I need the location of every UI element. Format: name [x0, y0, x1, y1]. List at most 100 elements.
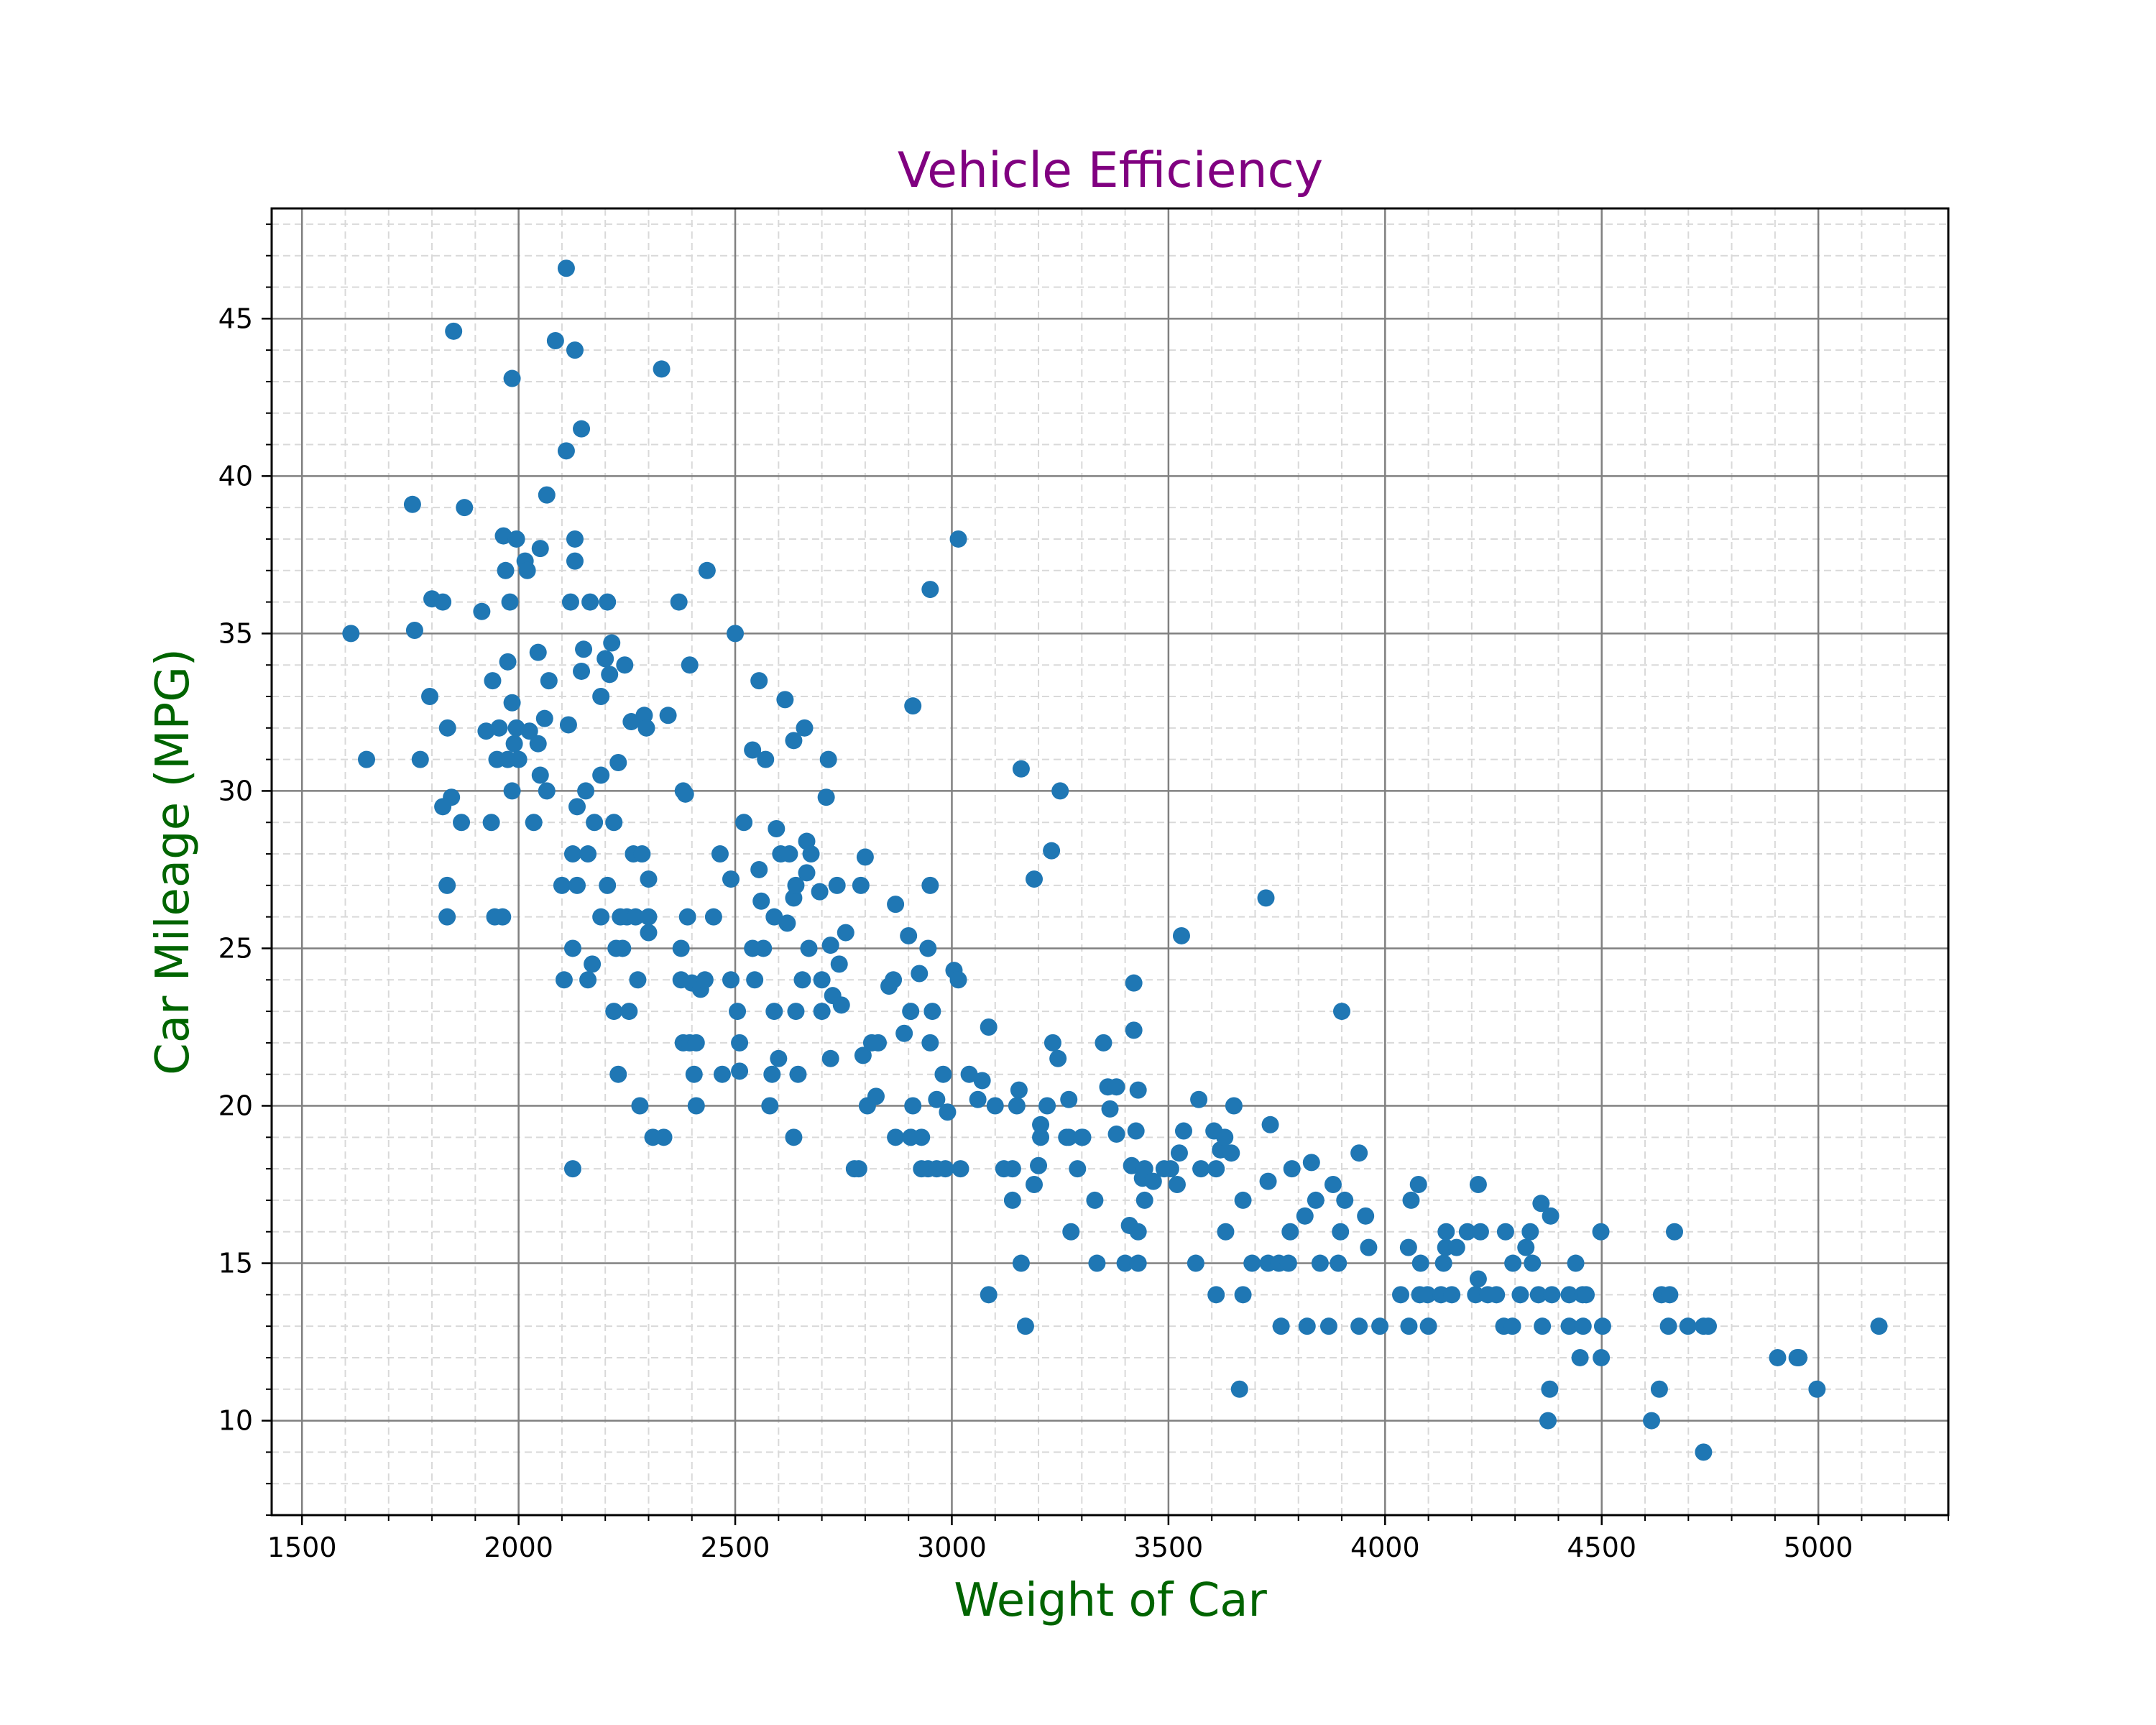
data-point [1012, 760, 1030, 778]
data-point [1032, 1128, 1050, 1146]
data-point [1010, 1081, 1028, 1099]
data-point [1107, 1125, 1125, 1143]
data-point [563, 845, 581, 863]
data-point [507, 530, 525, 548]
data-point [1302, 1154, 1320, 1172]
data-point [854, 1046, 872, 1064]
data-point [535, 709, 553, 727]
data-point [936, 1160, 954, 1178]
data-point [711, 845, 729, 863]
data-point [1095, 1034, 1112, 1052]
data-point [1330, 1254, 1348, 1272]
data-point [986, 1097, 1004, 1115]
x-tick-label: 4500 [1567, 1532, 1636, 1563]
data-point [1129, 1254, 1147, 1272]
data-point [798, 864, 816, 882]
data-point [1127, 1122, 1145, 1140]
data-point [887, 1128, 905, 1146]
data-point [1051, 782, 1069, 800]
data-point [1350, 1144, 1368, 1162]
data-point [1324, 1176, 1342, 1194]
data-point [1467, 1286, 1485, 1304]
data-point [1392, 1286, 1410, 1304]
y-axis-ticks: 10 15 20 25 30 35 40 45 [218, 223, 272, 1516]
data-point [913, 1128, 931, 1146]
data-point [1074, 1128, 1092, 1146]
data-point [731, 1062, 749, 1080]
data-point [887, 896, 905, 914]
chart-title: Vehicle Efficiency [898, 142, 1323, 199]
x-tick-label: 4000 [1350, 1532, 1420, 1563]
data-point [1560, 1286, 1578, 1304]
data-point [1524, 1254, 1542, 1272]
data-point [1107, 1078, 1125, 1096]
data-point [1400, 1317, 1418, 1335]
data-point [796, 719, 814, 737]
data-point [704, 908, 722, 926]
data-point [727, 625, 745, 643]
data-point [1659, 1317, 1677, 1335]
data-point [928, 1090, 946, 1108]
data-point [904, 697, 922, 715]
data-point [1504, 1254, 1522, 1272]
data-point [434, 593, 452, 611]
data-point [499, 653, 517, 671]
data-point [484, 672, 502, 690]
data-point [529, 643, 547, 661]
data-point [1790, 1348, 1808, 1366]
data-point [1560, 1317, 1578, 1335]
data-point [852, 876, 870, 894]
data-point [1296, 1207, 1314, 1225]
data-point [568, 876, 586, 894]
data-point [637, 719, 655, 737]
data-point [787, 1003, 805, 1021]
data-point [969, 1090, 987, 1108]
data-point [609, 754, 627, 772]
y-tick-label: 45 [218, 303, 253, 334]
data-point [780, 845, 798, 863]
data-point [696, 971, 714, 989]
data-point [566, 530, 584, 548]
data-point [477, 722, 495, 740]
data-point [1030, 1156, 1048, 1174]
data-point [358, 750, 376, 768]
data-point [785, 1128, 803, 1146]
data-point [1488, 1286, 1506, 1304]
data-point [453, 814, 471, 832]
data-point [1409, 1176, 1427, 1194]
data-point [510, 750, 528, 768]
data-point [1503, 1317, 1521, 1335]
data-point [980, 1286, 998, 1304]
x-axis-label: Weight of Car [954, 1574, 1267, 1627]
data-point [1511, 1286, 1529, 1304]
data-point [603, 634, 621, 652]
data-point [1443, 1286, 1461, 1304]
data-point [919, 939, 937, 957]
data-point [731, 1034, 749, 1052]
data-point [722, 971, 740, 989]
data-point [787, 876, 805, 894]
x-tick-label: 5000 [1784, 1532, 1853, 1563]
data-point [1003, 1191, 1021, 1209]
data-point [1399, 1238, 1417, 1256]
data-point [538, 782, 556, 800]
x-tick-label: 2000 [484, 1532, 553, 1563]
data-point [1135, 1191, 1153, 1209]
data-point [817, 788, 835, 806]
data-point [1695, 1443, 1713, 1461]
data-point [529, 735, 547, 753]
data-point [518, 561, 536, 579]
x-tick-label: 1500 [267, 1532, 337, 1563]
data-point [752, 892, 770, 910]
data-point [1419, 1317, 1437, 1335]
data-point [1129, 1081, 1147, 1099]
data-point [1230, 1380, 1248, 1398]
data-point [1243, 1254, 1261, 1272]
data-point [1101, 1100, 1119, 1118]
data-point [566, 552, 584, 570]
data-point [789, 1065, 807, 1083]
data-point [655, 1128, 673, 1146]
data-point [531, 766, 549, 784]
data-point [1593, 1317, 1611, 1335]
data-point [1517, 1238, 1535, 1256]
